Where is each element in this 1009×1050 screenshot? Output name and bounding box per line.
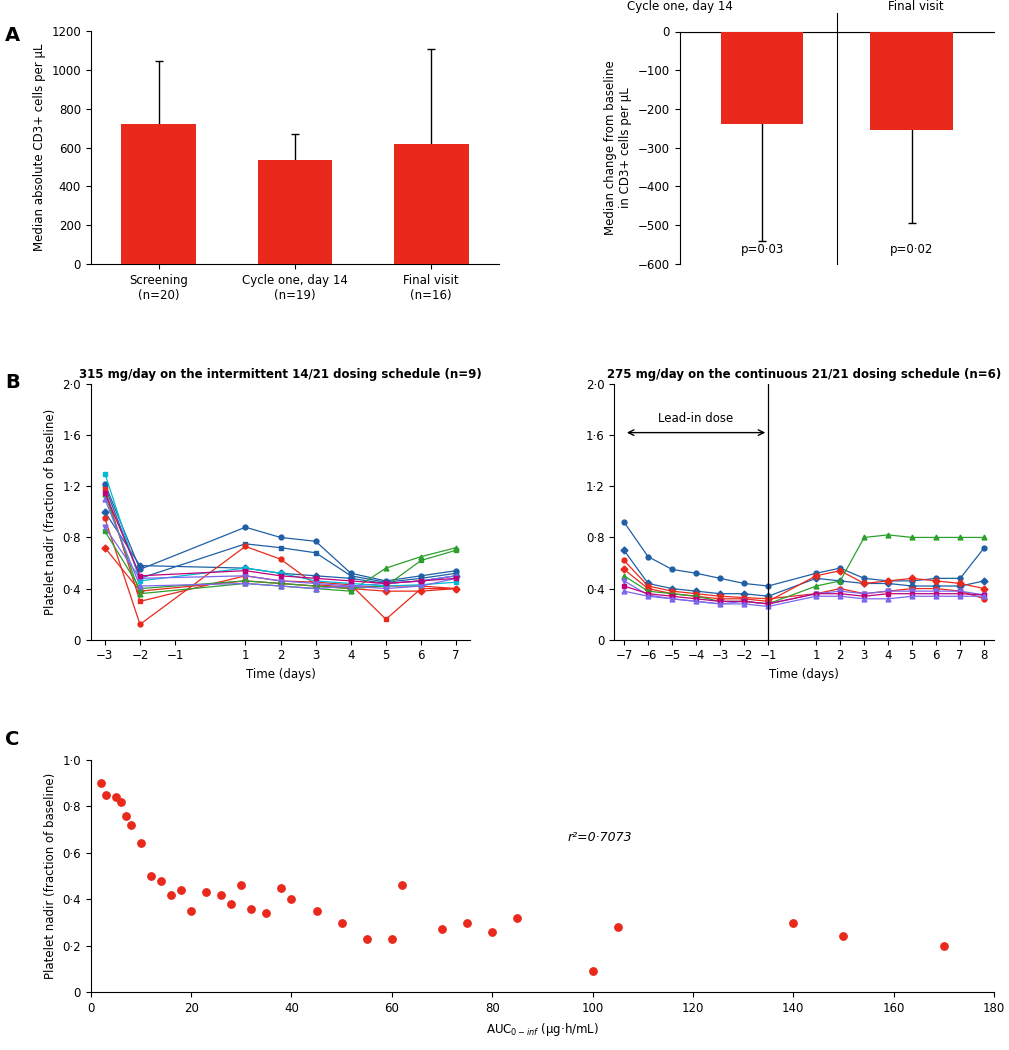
X-axis label: Time (days): Time (days) (769, 668, 839, 681)
Point (434, 921, 450, 938)
Text: A: A (5, 26, 20, 45)
Text: Lead-in dose: Lead-in dose (659, 412, 734, 425)
Y-axis label: Median absolute CD3+ cells per μL: Median absolute CD3+ cells per μL (32, 44, 45, 251)
Point (198, 884, 214, 901)
Text: p=0·03: p=0·03 (741, 244, 784, 256)
Y-axis label: Median change from baseline
in CD3+ cells per μL: Median change from baseline in CD3+ cell… (604, 60, 633, 235)
Point (284, 890, 300, 907)
Point (163, 886, 180, 903)
Point (113, 793, 129, 810)
Text: Final visit: Final visit (888, 0, 943, 13)
Title: 275 mg/day on the continuous 21/21 dosing schedule (n=6): 275 mg/day on the continuous 21/21 dosin… (607, 369, 1001, 381)
Y-axis label: Platelet nadir (fraction of baseline): Platelet nadir (fraction of baseline) (44, 773, 57, 980)
Point (835, 928, 852, 945)
Point (459, 915, 475, 931)
Point (233, 877, 249, 894)
Text: r²=0·7073: r²=0·7073 (567, 832, 632, 844)
Point (93, 775, 109, 792)
Point (358, 930, 374, 947)
Point (123, 817, 139, 834)
Point (153, 873, 170, 889)
Point (383, 930, 400, 947)
Point (935, 938, 951, 954)
Bar (720, 32, 803, 125)
Point (309, 903, 325, 920)
Point (334, 915, 350, 931)
Point (108, 789, 124, 805)
X-axis label: Time (days): Time (days) (245, 668, 316, 681)
Point (258, 905, 274, 922)
Title: 315 mg/day on the intermittent 14/21 dosing schedule (n=9): 315 mg/day on the intermittent 14/21 dos… (79, 369, 482, 381)
Bar (394, 144, 468, 264)
Text: Cycle one, day 14: Cycle one, day 14 (627, 0, 733, 13)
Bar (121, 125, 197, 264)
Point (118, 807, 134, 824)
Bar (871, 32, 952, 130)
X-axis label: AUC$_{0-inf}$ (μg·h/mL): AUC$_{0-inf}$ (μg·h/mL) (485, 1021, 599, 1037)
Point (394, 877, 410, 894)
Text: p=0·02: p=0·02 (890, 244, 933, 256)
Point (785, 915, 801, 931)
Bar (257, 161, 332, 264)
Point (133, 835, 149, 852)
Point (273, 879, 290, 896)
Y-axis label: Platelet nadir (fraction of baseline): Platelet nadir (fraction of baseline) (43, 408, 57, 615)
Point (223, 896, 239, 912)
Point (484, 923, 500, 940)
Point (609, 919, 626, 936)
Point (243, 900, 259, 917)
Point (174, 882, 190, 899)
Point (183, 903, 199, 920)
Point (213, 886, 229, 903)
Text: C: C (5, 730, 19, 749)
Point (510, 909, 526, 926)
Point (584, 963, 600, 980)
Point (143, 867, 159, 884)
Point (98, 786, 114, 803)
Text: B: B (5, 373, 20, 392)
